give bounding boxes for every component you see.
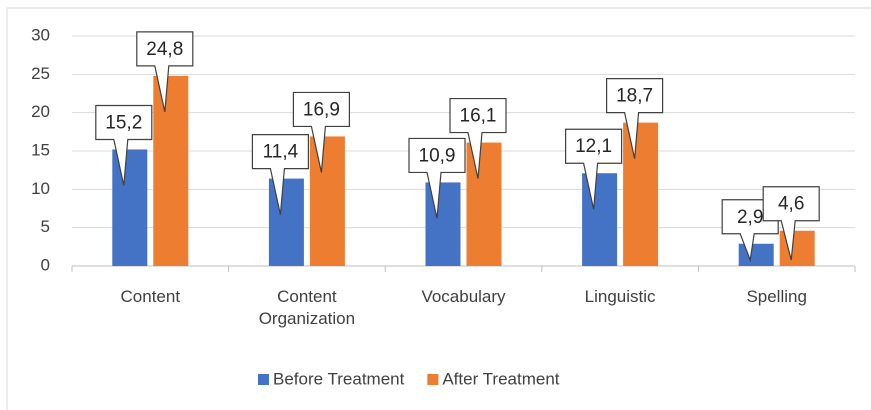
data-label: 18,7	[616, 86, 653, 107]
x-tick-label: Content Organization	[258, 287, 356, 328]
legend-label: Before Treatment	[273, 369, 405, 388]
data-label: 16,1	[460, 106, 497, 127]
bar	[309, 136, 345, 266]
callout-box	[606, 78, 664, 159]
callout-box	[251, 134, 309, 215]
y-tick-label: 25	[31, 64, 50, 83]
data-label: 24,8	[146, 39, 183, 60]
x-tick-label: Vocabulary	[421, 287, 506, 306]
callout-box	[565, 128, 623, 210]
x-tick-label: Spelling	[746, 287, 807, 306]
bar	[112, 149, 148, 266]
data-label: 2,9	[737, 207, 763, 228]
data-label: 4,6	[778, 194, 804, 215]
bar	[582, 173, 618, 266]
bar	[738, 243, 774, 266]
data-label: 11,4	[263, 142, 299, 163]
callout-box	[95, 104, 153, 186]
data-label: 15,2	[105, 112, 142, 133]
legend-swatch	[258, 374, 269, 385]
x-tick-label: Content	[120, 287, 181, 306]
bar	[153, 75, 189, 266]
bar	[268, 178, 304, 266]
bar	[466, 142, 502, 266]
legend-swatch	[427, 374, 439, 385]
y-tick-label: 15	[31, 140, 50, 159]
legend-label: After Treatment	[442, 369, 559, 388]
y-tick-label: 10	[31, 179, 50, 198]
callout-box	[449, 97, 507, 179]
bar	[623, 122, 659, 266]
y-tick-label: 30	[31, 25, 50, 44]
y-tick-label: 20	[31, 102, 50, 121]
data-label: 16,9	[303, 99, 340, 120]
data-label: 10,9	[419, 145, 456, 166]
bar	[425, 182, 461, 266]
callout-box	[136, 31, 194, 112]
callout-box	[292, 91, 350, 173]
callout-box	[408, 137, 466, 219]
x-tick-label: Linguistic	[584, 287, 656, 306]
callout-box	[762, 186, 820, 261]
y-tick-label: 0	[41, 255, 50, 274]
chart-border	[6, 7, 871, 410]
data-label: 12,1	[575, 136, 612, 157]
y-tick-label: 5	[41, 217, 50, 236]
